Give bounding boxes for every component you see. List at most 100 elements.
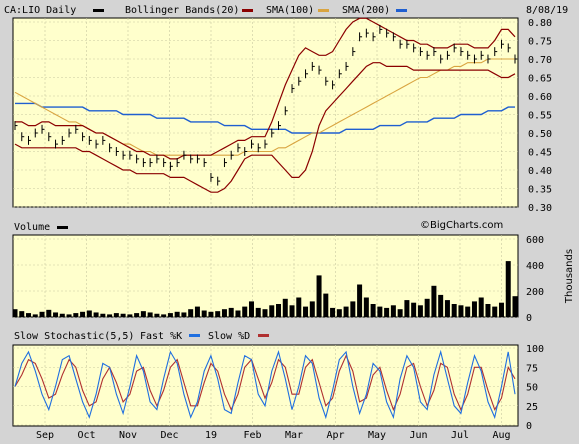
volume-bar — [512, 296, 518, 317]
volume-bar — [343, 306, 349, 317]
volume-bar — [370, 304, 376, 317]
volume-bar — [289, 305, 295, 317]
volume-bar — [73, 313, 79, 317]
volume-bar — [357, 284, 363, 317]
price-tick-label: 0.80 — [528, 18, 552, 29]
month-tick-label: Aug — [492, 430, 510, 441]
volume-bar — [66, 314, 72, 317]
chart-date: 8/08/19 — [526, 5, 568, 16]
month-tick-label: 19 — [205, 430, 217, 441]
month-tick-label: Jun — [409, 430, 427, 441]
fast-k-label: Fast %K — [140, 331, 182, 342]
price-tick-label: 0.30 — [528, 203, 552, 214]
volume-bar — [316, 275, 322, 317]
volume-bar — [242, 306, 248, 317]
price-tick-label: 0.65 — [528, 74, 552, 85]
volume-bar — [221, 309, 227, 317]
price-tick-label: 0.50 — [528, 129, 552, 140]
sma100-label: SMA(100) — [266, 5, 314, 16]
stochastic-tick-label: 75 — [526, 363, 538, 374]
volume-bar — [444, 300, 450, 317]
volume-bar — [485, 304, 491, 317]
axis-labels: Sep Oct Nov Dec 19 Feb Mar Apr May Jun Jul Aug 0.80 0… — [36, 18, 552, 441]
volume-bar — [309, 301, 315, 317]
month-tick-label: Apr — [326, 430, 344, 441]
volume-bar — [100, 313, 106, 317]
volume-legend-swatch — [57, 226, 68, 229]
bollinger-upper-line — [15, 17, 516, 160]
symbol-legend-swatch — [93, 9, 104, 12]
stochastic-tick-label: 50 — [526, 383, 538, 394]
volume-bar — [86, 310, 92, 317]
fast-k-line — [14, 349, 516, 420]
volume-bar — [154, 313, 160, 317]
volume-bar — [404, 300, 410, 317]
volume-bar — [59, 313, 65, 317]
month-tick-label: Oct — [77, 430, 95, 441]
series-layer — [12, 17, 518, 420]
stochastic-title: Slow Stochastic(5,5) — [14, 331, 134, 342]
price-tick-label: 0.70 — [528, 55, 552, 66]
volume-bar — [451, 304, 457, 317]
volume-bar — [53, 312, 59, 317]
fast-k-legend-swatch — [189, 334, 200, 337]
price-tick-label: 0.45 — [528, 148, 552, 159]
volume-tick-label: 600 — [526, 235, 544, 246]
month-tick-label: Mar — [285, 430, 303, 441]
volume-bar — [161, 314, 167, 317]
volume-bar — [465, 306, 471, 317]
volume-bar — [492, 306, 498, 317]
watermark: ©BigCharts.com — [420, 220, 503, 231]
price-tick-label: 0.75 — [528, 37, 552, 48]
month-tick-label: Jul — [451, 430, 469, 441]
volume-bar — [19, 311, 25, 317]
volume-bar — [208, 311, 214, 317]
volume-bar — [478, 297, 484, 317]
volume-bar — [390, 305, 396, 317]
month-tick-label: Dec — [160, 430, 178, 441]
volume-bar — [411, 302, 417, 317]
volume-bar — [269, 305, 275, 317]
volume-bar — [498, 302, 504, 317]
sma200-line — [15, 102, 515, 134]
volume-bar — [336, 309, 342, 317]
volume-bar — [431, 285, 437, 317]
stochastic-panel — [12, 344, 519, 427]
price-tick-label: 0.40 — [528, 166, 552, 177]
bollinger-lower-line — [14, 62, 516, 193]
volume-bar — [323, 293, 329, 317]
volume-bar — [80, 311, 86, 317]
volume-bar — [167, 313, 173, 317]
volume-bar — [350, 301, 356, 317]
volume-bar — [12, 309, 18, 317]
volume-bar — [93, 312, 99, 317]
volume-bar — [262, 309, 268, 317]
volume-bar — [235, 310, 241, 317]
volume-tick-label: 400 — [526, 261, 544, 272]
volume-bar — [384, 307, 390, 317]
volume-bar — [363, 297, 369, 317]
volume-bar — [127, 314, 133, 317]
bb-label: Bollinger Bands(20) — [125, 5, 239, 16]
volume-bar — [147, 312, 153, 317]
sma100-legend-swatch — [318, 9, 329, 12]
volume-bar — [417, 305, 423, 317]
price-panel — [12, 17, 519, 208]
volume-bar — [248, 301, 254, 317]
stochastic-tick-label: 0 — [526, 421, 532, 432]
volume-unit-label: Thousands — [564, 249, 575, 304]
slow-d-label: Slow %D — [208, 331, 250, 342]
volume-bar — [282, 298, 288, 317]
volume-bar — [296, 297, 302, 317]
volume-bar — [438, 294, 444, 317]
month-tick-label: May — [368, 430, 386, 441]
price-tick-label: 0.35 — [528, 185, 552, 196]
volume-bar — [26, 313, 32, 317]
volume-bar — [228, 307, 234, 317]
month-tick-label: Feb — [243, 430, 261, 441]
price-tick-label: 0.55 — [528, 111, 552, 122]
slow-d-line — [14, 354, 516, 412]
stochastic-tick-label: 25 — [526, 402, 538, 413]
sma200-legend-swatch — [396, 9, 407, 12]
